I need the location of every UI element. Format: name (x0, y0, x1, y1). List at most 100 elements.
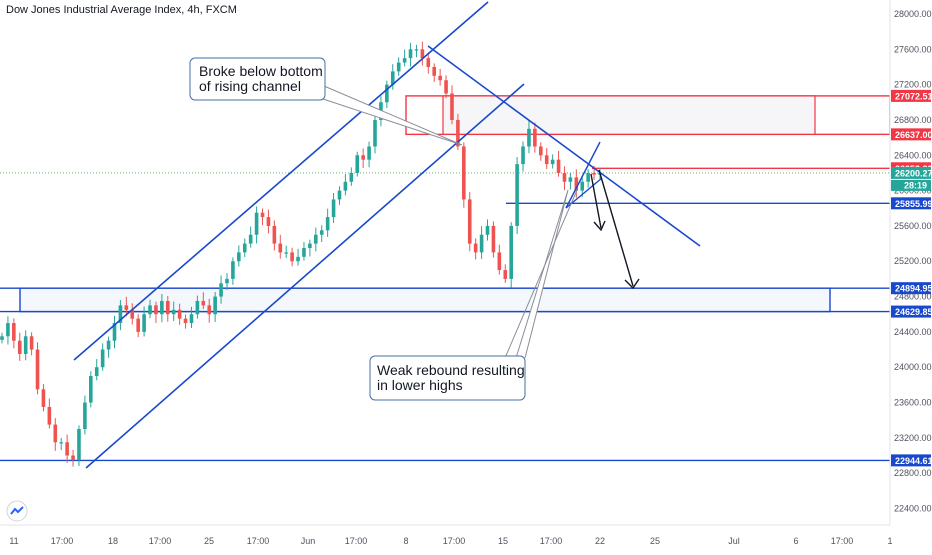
callout-box[interactable] (189, 57, 326, 101)
candle-body (71, 455, 75, 460)
candle-body (462, 146, 466, 200)
candle-body (23, 336, 28, 354)
x-tick-label: 17:00 (149, 536, 172, 546)
candle (337, 186, 342, 205)
candle-body (509, 225, 513, 279)
price-tag: 26637.00 (891, 128, 932, 141)
tradingview-logo[interactable] (6, 500, 28, 522)
candle (254, 206, 259, 244)
candle-body (432, 66, 437, 76)
candle-body (106, 340, 111, 350)
candle (497, 244, 502, 275)
candle (556, 151, 561, 177)
candle (160, 293, 164, 323)
candle (207, 298, 212, 323)
candle (248, 226, 253, 248)
candle (586, 169, 590, 188)
candle (29, 332, 34, 356)
candle (533, 122, 537, 153)
candle-body (124, 305, 129, 310)
channel-top-line (73, 1, 489, 361)
x-tick-label: 17:00 (831, 536, 854, 546)
candle (266, 209, 271, 234)
candle-body (165, 300, 170, 315)
candle (231, 257, 235, 285)
candle-body (325, 217, 330, 231)
x-tick-label: 22 (595, 536, 605, 546)
x-tick-label: 25 (204, 536, 214, 546)
candle-body (521, 146, 525, 165)
x-tick-label: 18 (108, 536, 118, 546)
candle (473, 238, 478, 260)
candle (503, 264, 508, 283)
projection-arrow-short (590, 173, 602, 229)
candle-body (213, 296, 217, 315)
candle (71, 449, 75, 467)
candle-body (562, 172, 567, 182)
candle-body (568, 177, 573, 182)
candle (183, 314, 188, 329)
candle-body (420, 49, 425, 59)
candle-body (77, 429, 81, 460)
price-tag-bg (891, 305, 931, 318)
x-tick-label: 17:00 (443, 536, 466, 546)
candle-body (331, 199, 336, 218)
support-zone-box (19, 287, 831, 313)
candle (420, 41, 425, 66)
y-tick-label: 27200.00 (894, 80, 932, 90)
candle-body (491, 225, 496, 253)
y-tick-label: 23600.00 (894, 398, 932, 408)
candle (225, 273, 229, 290)
candle (165, 296, 170, 322)
candle (284, 245, 288, 259)
candle-body (47, 406, 52, 425)
candle-body (497, 252, 502, 271)
candle (242, 238, 247, 258)
candle (450, 85, 454, 125)
candle (325, 208, 330, 237)
callout-text: in lower highs (377, 377, 463, 393)
candle (213, 291, 217, 322)
y-tick-label: 22800.00 (894, 468, 932, 478)
candle-body (574, 177, 579, 191)
price-tag: 27072.51 (891, 89, 932, 102)
price-tag-bg (891, 166, 931, 179)
price-tag-label: 24629.85 (895, 307, 932, 317)
candle-body (248, 234, 253, 244)
x-tick-label: 11 (9, 536, 18, 546)
candle (319, 225, 324, 242)
x-tick-label: 1 (887, 536, 892, 546)
price-tag-label: 26637.00 (895, 130, 932, 140)
candle (426, 52, 431, 74)
candle (0, 332, 4, 344)
candle (89, 371, 93, 408)
candle-body (503, 270, 508, 279)
x-tick-label: 17:00 (51, 536, 74, 546)
callout-box[interactable] (369, 355, 526, 401)
price-tag-bg (891, 454, 931, 467)
candle-body (148, 305, 152, 315)
candle-body (355, 155, 360, 173)
candle (23, 330, 28, 361)
candle (278, 234, 283, 259)
candle-body (337, 190, 342, 200)
candle-body (89, 376, 93, 403)
candle-body (402, 58, 407, 63)
price-tag-label: 25855.99 (895, 199, 932, 209)
price-tag-bg (891, 197, 931, 210)
candle-body (254, 212, 259, 235)
candle-body (207, 305, 212, 315)
candle (118, 300, 123, 331)
callout-text: Broke below bottom (199, 63, 323, 79)
candle-body (130, 309, 135, 319)
candle-body (367, 146, 371, 160)
price-tag-bg (891, 128, 931, 141)
candle-body (65, 442, 69, 456)
x-tick-label: 17:00 (345, 536, 368, 546)
x-tick-label: 6 (793, 536, 798, 546)
candle-body (450, 93, 454, 120)
candle (219, 275, 223, 304)
candle (148, 299, 152, 319)
candle-body (225, 278, 229, 284)
